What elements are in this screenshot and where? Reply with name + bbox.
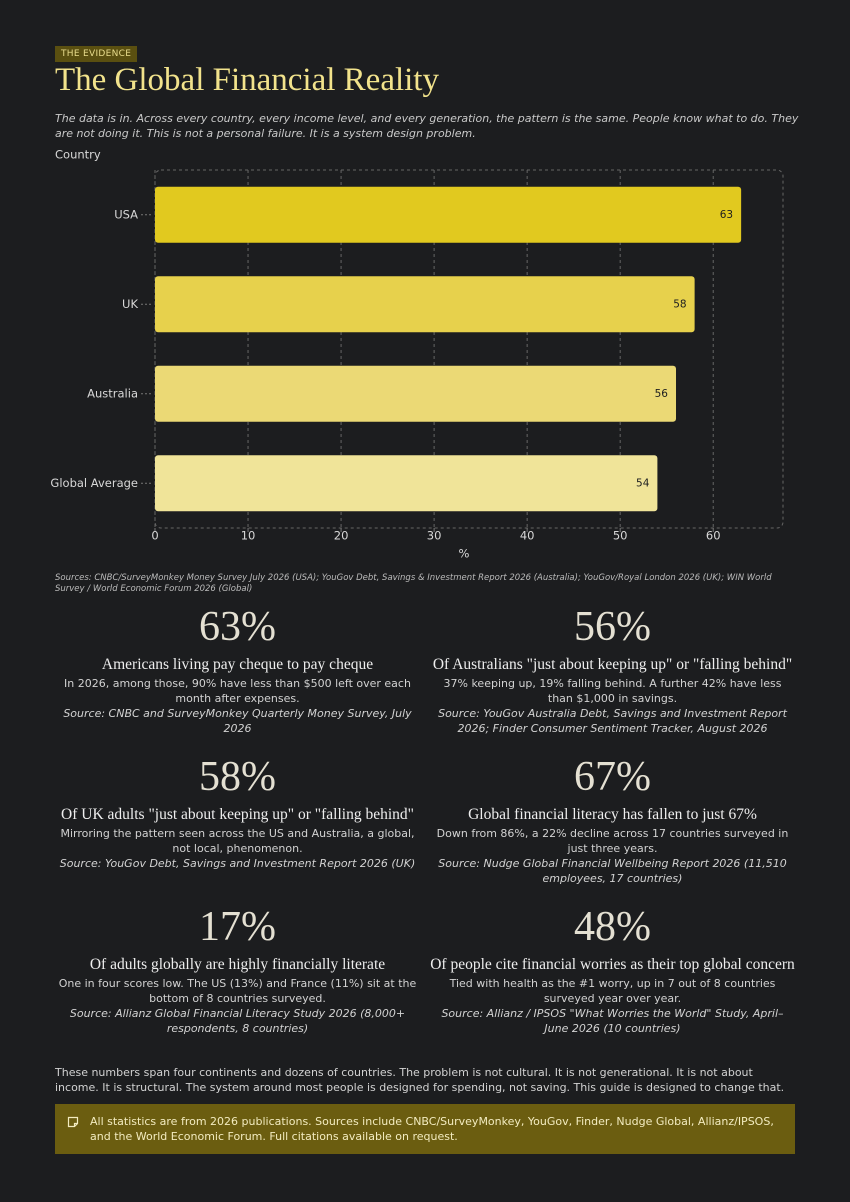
y-tick-label: Australia [87,386,138,400]
y-tick-label: Global Average [50,476,138,490]
stat-figure: 56% [574,604,651,650]
stat-card: 58% Of UK adults "just about keeping up" … [50,752,425,902]
stat-source: Source: YouGov Debt, Savings and Investm… [59,857,416,870]
y-tick-label: UK [122,297,138,311]
stats-grid: 63% Americans living pay cheque to pay ch… [50,602,800,1062]
stat-body: Tied with health as the #1 worry, up in … [449,977,776,1005]
stat-card: 48% Of people cite financial worries as t… [425,902,800,1062]
stat-card: 67% Global financial literacy has fallen … [425,752,800,902]
value-label: 58 [673,298,686,310]
value-label: 54 [636,477,650,489]
stat-source: Source: Allianz / IPSOS "What Worries th… [441,1007,784,1035]
stat-heading: Global financial literacy has fallen to … [468,806,757,823]
bar [155,276,695,333]
stat-source: Source: YouGov Australia Debt, Savings a… [438,707,787,735]
x-tick-label: 40 [520,529,535,543]
stat-figure: 67% [574,754,651,800]
chart: Country% 0 10 20 30 40 50 60 USA 63 UK 58 Australia 5… [50,148,784,561]
y-axis-title: Country [55,148,101,162]
x-tick-label: 60 [706,529,721,543]
stat-heading: Of Australians "just about keeping up" o… [432,656,793,673]
note-text: All statistics are from 2026 publication… [90,1115,774,1143]
bar [155,365,677,422]
stat-card: 17% Of adults globally are highly financi… [50,902,425,1062]
bar [155,186,742,243]
x-tick-label: 10 [241,529,256,543]
x-axis-title: % [459,547,470,561]
section-tag: THE EVIDENCE [55,46,138,62]
x-tick-label: 50 [613,529,628,543]
y-tick-label: USA [114,207,138,221]
x-tick-label: 20 [334,529,349,543]
stat-heading: Americans living pay cheque to pay chequ… [101,656,374,673]
stat-card: 63% Americans living pay cheque to pay ch… [50,602,425,752]
stat-source: Source: Nudge Global Financial Wellbeing… [438,857,787,885]
x-tick-label: 30 [427,529,442,543]
stat-body: Down from 86%, a 22% decline across 17 c… [436,827,789,855]
stat-card: 56% Of Australians "just about keeping up… [425,602,800,752]
stat-heading: Of UK adults "just about keeping up" or … [61,806,414,823]
stat-source: Source: CNBC and SurveyMonkey Quarterly … [63,707,412,735]
intro: The data is in. Across every country, ev… [55,112,799,140]
stat-source: Source: Allianz Global Financial Literac… [69,1007,406,1035]
value-label: 63 [720,209,733,221]
bar [155,455,658,512]
stat-body: One in four scores low. The US (13%) and… [58,977,417,1005]
page-title: The Global Financial Reality [55,62,439,98]
plot-frame [154,169,784,529]
stat-body: Mirroring the pattern seen across the US… [60,827,415,855]
stat-body: In 2026, among those, 90% have less than… [64,677,411,705]
note-icon [67,1116,79,1128]
note-box: All statistics are from 2026 publication… [55,1104,795,1154]
closing-text: These numbers span four continents and d… [55,1066,785,1094]
stat-heading: Of people cite financial worries as thei… [430,956,795,973]
value-label: 56 [655,388,669,400]
stat-figure: 63% [199,604,276,650]
stat-figure: 58% [199,754,276,800]
stat-figure: 48% [574,904,651,950]
stat-heading: Of adults globally are highly financiall… [89,956,386,973]
chart-source: Sources: CNBC/SurveyMonkey Money Survey … [55,573,772,594]
x-tick-label: 0 [151,529,158,543]
stat-figure: 17% [199,904,276,950]
stat-body: 37% keeping up, 19% falling behind. A fu… [443,677,782,705]
